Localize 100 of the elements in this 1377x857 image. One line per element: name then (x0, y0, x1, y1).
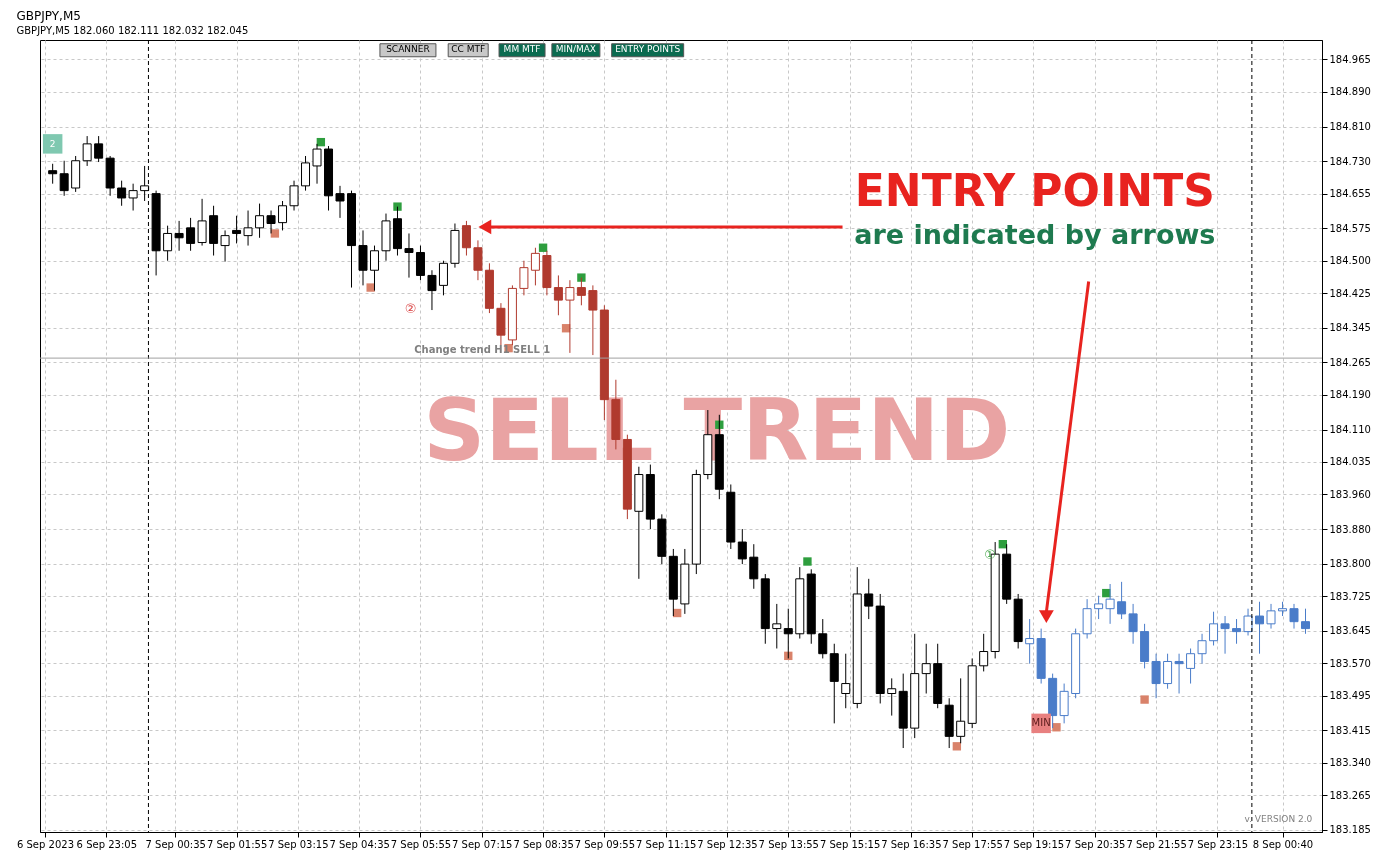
y-tick-label: 184.655 (1329, 188, 1371, 200)
y-tick-label: 183.265 (1329, 789, 1371, 801)
y-tick-label: 183.645 (1329, 625, 1371, 637)
candlestick (48, 163, 58, 185)
candlestick (369, 245, 379, 292)
y-tick-label: 184.810 (1329, 121, 1371, 133)
candlestick (887, 677, 897, 717)
x-tick-label: 7 Sep 19:15 (1003, 838, 1065, 850)
y-tick-label: 183.495 (1329, 690, 1371, 702)
candlestick (956, 677, 966, 744)
candlestick (335, 185, 345, 219)
x-tick-label: 7 Sep 23:15 (1187, 838, 1249, 850)
x-tick-label: 7 Sep 07:15 (452, 838, 513, 850)
candlestick (289, 180, 299, 212)
x-tick-label: 7 Sep 15:15 (819, 838, 881, 850)
y-tick-label: 184.730 (1329, 155, 1371, 167)
candlestick (82, 135, 92, 167)
candlestick (749, 543, 759, 590)
ref-line-label: Change trend H1 SELL 1 (414, 344, 551, 356)
y-tick-label: 184.110 (1329, 424, 1371, 436)
candlestick (1266, 603, 1276, 630)
y-tick-label: 183.415 (1329, 724, 1371, 736)
candlestick (1163, 653, 1173, 690)
annotation: ① (984, 546, 996, 562)
x-tick-label: 7 Sep 03:15 (268, 838, 329, 850)
candlestick (163, 225, 173, 262)
point (393, 202, 402, 211)
x-tick-label: 7 Sep 05:55 (390, 838, 452, 850)
y-tick-label: 184.190 (1329, 389, 1371, 401)
annotation: MM MTF (503, 43, 541, 54)
y-tick-label: 184.965 (1329, 53, 1371, 65)
y-tick-label: 183.185 (1329, 824, 1371, 836)
annotation: MIN (1031, 717, 1051, 729)
candlestick (864, 578, 874, 620)
candlestick (737, 528, 747, 565)
candlestick (186, 217, 196, 252)
candlestick (530, 247, 540, 286)
chart-title: GBPJPY,M5 (16, 8, 81, 23)
annotation: v. VERSION 2.0 (1244, 814, 1313, 825)
candlestick (301, 155, 311, 192)
annotation: ② (404, 301, 417, 317)
candlestick (921, 643, 931, 695)
x-tick-label: 7 Sep 20:35 (1065, 838, 1126, 850)
y-tick-label: 184.890 (1329, 86, 1371, 98)
candlestick (818, 618, 828, 659)
x-tick-label: 8 Sep 00:40 (1252, 838, 1314, 850)
candlestick (232, 215, 242, 244)
y-tick-label: 183.960 (1329, 488, 1371, 500)
candlestick (473, 239, 483, 281)
x-tick-label: 7 Sep 00:35 (145, 838, 206, 850)
y-tick-label: 184.035 (1329, 456, 1371, 468)
candlestick (1289, 603, 1299, 630)
candlestick (1255, 601, 1265, 655)
point (538, 243, 548, 252)
candlestick (243, 210, 253, 247)
point (270, 229, 280, 238)
candlestick (1094, 595, 1104, 620)
chart-subtitle: GBPJPY,M5 182.060 182.111 182.032 182.045 (16, 24, 249, 36)
candlestick (588, 284, 598, 356)
y-tick-label: 184.425 (1329, 287, 1371, 299)
candlestick (1151, 653, 1161, 699)
candlestick (415, 245, 425, 281)
y-tick-label: 183.725 (1329, 590, 1371, 602)
candlestick (519, 260, 529, 296)
point (952, 742, 962, 751)
y-tick-label: 184.500 (1329, 255, 1371, 267)
point (366, 283, 375, 292)
x-tick-label: 7 Sep 04:35 (329, 838, 390, 850)
candlestick (1301, 608, 1311, 635)
x-tick-label: 7 Sep 21:55 (1126, 838, 1187, 850)
candlestick (438, 260, 448, 296)
candlestick (1197, 633, 1207, 665)
annotation: CC MTF (451, 43, 486, 54)
x-tick-label: 6 Sep 23:05 (76, 838, 137, 850)
annotation: SCANNER (386, 43, 430, 54)
candlestick (1128, 603, 1138, 645)
annotation: 2 (49, 138, 56, 149)
candlestick (553, 274, 563, 316)
y-tick-label: 183.800 (1329, 558, 1371, 570)
y-tick-label: 183.880 (1329, 523, 1371, 535)
x-tick-label: 7 Sep 11:15 (635, 838, 697, 850)
candlestick (278, 200, 288, 231)
x-tick-label: 7 Sep 12:35 (697, 838, 758, 850)
x-tick-label: 7 Sep 16:35 (881, 838, 942, 850)
candlestick (1220, 615, 1230, 655)
candlestick (1025, 618, 1035, 665)
x-tick-label: 7 Sep 17:55 (942, 838, 1003, 850)
point (803, 557, 812, 566)
annotation: MIN/MAX (555, 43, 597, 54)
candlestick (174, 220, 184, 252)
annotation: are indicated by arrows (854, 218, 1216, 250)
candlestick (266, 210, 276, 234)
candlestick (427, 269, 437, 311)
candlestick (59, 160, 69, 197)
point (577, 273, 586, 282)
y-tick-label: 184.265 (1329, 356, 1371, 368)
candlestick (128, 183, 138, 212)
x-tick-label: 7 Sep 09:55 (574, 838, 636, 850)
candlestick (1105, 583, 1115, 625)
candlestick (1174, 653, 1184, 695)
